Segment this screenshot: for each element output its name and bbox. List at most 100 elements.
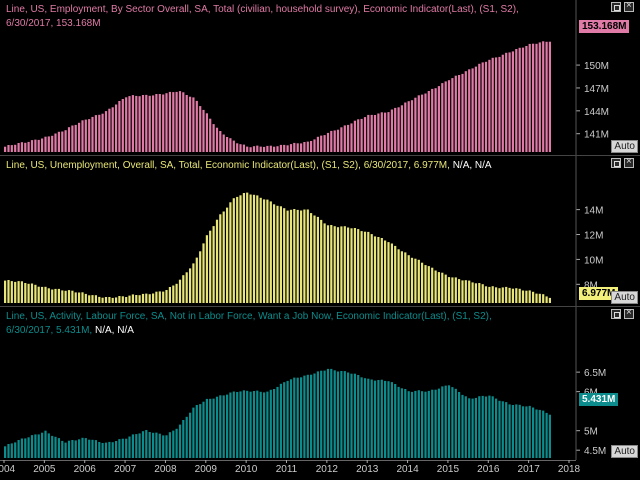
not-in-labor-force-bar	[125, 438, 128, 458]
not-in-labor-force-bar	[202, 401, 205, 458]
unemployment-bar	[138, 295, 141, 303]
close-icon[interactable]	[624, 0, 634, 12]
not-in-labor-force-bar	[94, 440, 97, 458]
panel-divider	[0, 155, 640, 156]
unemployment-window-controls	[611, 156, 637, 168]
x-tick-label: 2016	[477, 464, 500, 475]
unemployment-bar	[377, 237, 380, 303]
unemployment-bar	[152, 293, 155, 303]
employment-bar	[121, 99, 124, 152]
not-in-labor-force-bar	[10, 443, 13, 458]
not-in-labor-force-auto-scale-button[interactable]: Auto	[611, 445, 638, 458]
unemployment-bar	[84, 293, 87, 303]
unemployment-bar	[242, 193, 245, 303]
not-in-labor-force-bar	[104, 442, 108, 458]
employment-bar	[323, 135, 326, 152]
unemployment-bar	[316, 216, 319, 303]
not-in-labor-force-bar	[158, 433, 161, 458]
employment-bar	[10, 145, 13, 152]
unemployment-bar	[370, 234, 373, 303]
close-icon[interactable]	[624, 307, 634, 319]
employment-y-tick-label: 144M	[584, 107, 609, 118]
employment-bar	[333, 130, 336, 152]
not-in-labor-force-bar	[111, 442, 114, 458]
employment-bar	[104, 111, 108, 152]
employment-bar	[165, 93, 168, 152]
unemployment-bar	[259, 197, 262, 303]
x-axis: 2004 2005 2006 2007 2008 2009 2010 2011 2012 2013…	[0, 460, 640, 475]
chart-panel-employment[interactable]: 141M 144M 147M 150M Line, US, Employment, B…	[0, 0, 640, 155]
employment-bar	[71, 125, 74, 152]
not-in-labor-force-bar	[515, 404, 518, 458]
unemployment-bar	[131, 294, 134, 303]
unemployment-auto-scale-button[interactable]: Auto	[611, 291, 638, 304]
not-in-labor-force-bar	[404, 389, 407, 458]
unemployment-bar	[323, 223, 326, 303]
not-in-labor-force-bar	[384, 380, 387, 458]
not-in-labor-force-bar	[424, 391, 427, 458]
unemployment-bar	[20, 281, 23, 303]
x-tick-label: 2013	[356, 464, 379, 475]
close-icon[interactable]	[624, 156, 634, 168]
unemployment-bar	[484, 286, 488, 303]
employment-legend: Line, US, Employment, By Sector Overall,…	[6, 3, 566, 31]
unemployment-bar	[444, 274, 447, 303]
unemployment-bar	[108, 297, 111, 303]
x-tick-label: 2018	[558, 464, 581, 475]
unemployment-bar	[424, 265, 427, 303]
not-in-labor-force-bar	[350, 373, 353, 458]
unemployment-bar	[350, 228, 353, 303]
not-in-labor-force-bar	[189, 412, 192, 458]
employment-bar	[357, 119, 360, 152]
employment-bar	[215, 127, 219, 152]
unemployment-legend: Line, US, Unemployment, Overall, SA, Tot…	[6, 159, 566, 173]
unemployment-bar	[532, 291, 535, 303]
unemployment-bar	[236, 196, 239, 303]
employment-bar	[276, 146, 279, 152]
chart-panel-not-in-labor-force[interactable]: 4.5M5M6M6.5M Line, US, Activity, Labour …	[0, 307, 640, 460]
not-in-labor-force-bar	[199, 404, 202, 458]
not-in-labor-force-bar	[474, 397, 477, 458]
not-in-labor-force-bar	[414, 390, 417, 458]
employment-bar	[373, 115, 377, 152]
unemployment-bar	[535, 293, 538, 303]
unemployment-bar	[91, 295, 94, 303]
employment-window-controls	[611, 0, 637, 12]
employment-bar	[320, 135, 323, 152]
employment-bar	[249, 147, 252, 152]
unemployment-bar	[54, 288, 57, 303]
restore-icon[interactable]	[611, 2, 621, 12]
restore-icon[interactable]	[611, 309, 621, 319]
not-in-labor-force-bar	[74, 440, 77, 458]
unemployment-bar	[390, 243, 393, 303]
employment-bar	[505, 52, 508, 152]
restore-icon[interactable]	[611, 158, 621, 168]
not-in-labor-force-bar	[303, 375, 306, 458]
unemployment-bar	[357, 229, 360, 303]
employment-bar	[199, 106, 202, 152]
x-tick-label: 2012	[316, 464, 339, 475]
unemployment-y-tick-label: 14M	[584, 206, 603, 217]
employment-legend-line2: 6/30/2017, 153.168M	[6, 18, 101, 29]
not-in-labor-force-bar	[548, 414, 551, 458]
employment-bar	[232, 140, 235, 152]
not-in-labor-force-bar	[528, 405, 531, 458]
employment-bar	[410, 100, 414, 152]
employment-bar	[336, 129, 340, 152]
x-axis-svg: 2004 2005 2006 2007 2008 2009 2010 2011 2012 2013…	[0, 460, 581, 475]
not-in-labor-force-bar	[343, 371, 346, 458]
employment-bar	[310, 141, 313, 152]
not-in-labor-force-bar-chart: 4.5M5M6M6.5M	[4, 307, 606, 460]
not-in-labor-force-bar	[145, 430, 148, 458]
employment-bar	[125, 97, 128, 152]
employment-auto-scale-button[interactable]: Auto	[611, 140, 638, 153]
employment-bar	[535, 43, 538, 152]
employment-bar	[370, 114, 373, 152]
employment-bar	[158, 94, 161, 152]
unemployment-bar	[458, 279, 461, 303]
chart-panel-unemployment[interactable]: 8M 10M 12M 14M Line, US, Unemployment, Over…	[0, 156, 640, 306]
not-in-labor-force-bar	[286, 380, 289, 458]
not-in-labor-force-bar	[279, 383, 282, 458]
employment-legend-line1: Line, US, Employment, By Sector Overall,…	[6, 4, 519, 15]
not-in-labor-force-bar	[367, 378, 370, 458]
